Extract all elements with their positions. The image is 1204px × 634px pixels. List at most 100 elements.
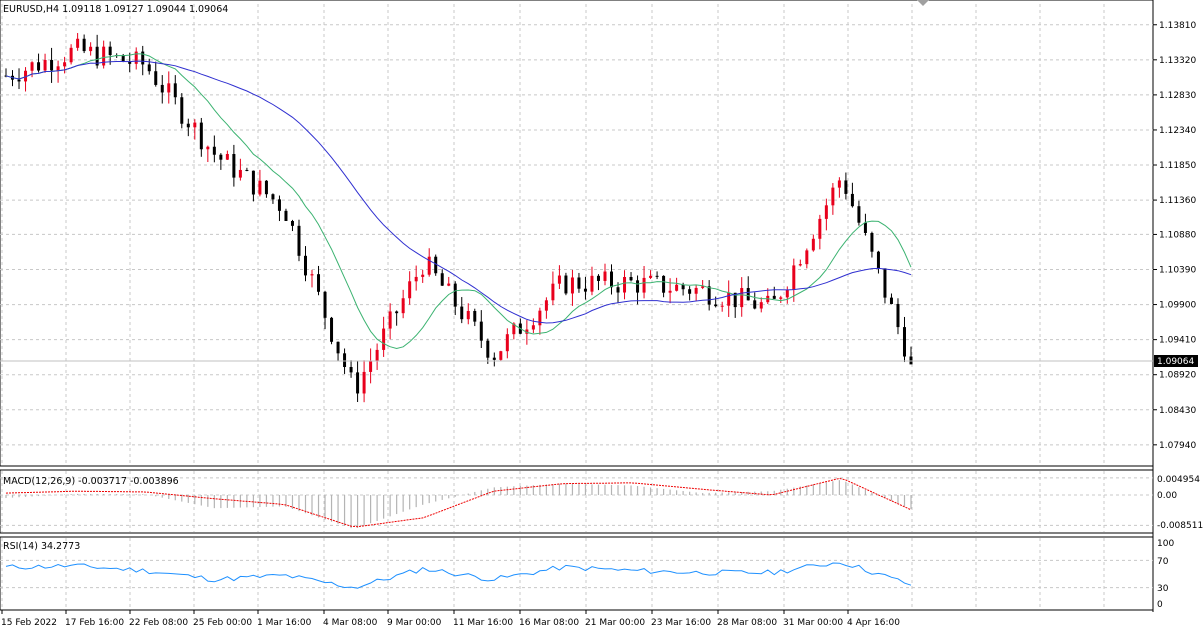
candle-body xyxy=(701,286,705,288)
candle-body xyxy=(772,295,776,299)
candle-body xyxy=(557,275,561,284)
candle-body xyxy=(779,297,783,299)
candle-body xyxy=(50,59,54,71)
candle-body xyxy=(603,271,607,281)
candle-body xyxy=(121,55,125,62)
rsi-label: RSI(14) 34.2773 xyxy=(3,541,80,552)
candle-body xyxy=(583,288,587,292)
candle-body xyxy=(245,169,249,171)
candle-body xyxy=(727,292,731,306)
symbol-header: EURUSD,H4 1.09118 1.09127 1.09044 1.0906… xyxy=(3,4,228,15)
candle-body xyxy=(290,220,294,226)
rsi-axis-70: 70 xyxy=(1157,557,1169,567)
candle-body xyxy=(17,79,21,82)
candle-body xyxy=(883,268,887,298)
time-axis-label: 16 Mar 08:00 xyxy=(519,618,579,628)
candle-body xyxy=(681,284,685,290)
candle-body xyxy=(232,154,236,178)
price-axis-label: 1.12830 xyxy=(1159,91,1196,101)
price-axis-label: 1.13810 xyxy=(1159,21,1196,31)
price-axis-label: 1.12340 xyxy=(1159,126,1196,136)
candle-body xyxy=(167,83,171,93)
price-axis-label: 1.08430 xyxy=(1159,406,1196,416)
candle-body xyxy=(733,292,737,308)
candlesticks xyxy=(4,33,913,403)
candle-body xyxy=(56,66,60,71)
time-axis: 15 Feb 2022 17 Feb 16:00 22 Feb 08:00 25 Fe… xyxy=(1,610,900,628)
candle-body xyxy=(154,71,158,85)
candle-body xyxy=(434,256,438,274)
candle-body xyxy=(694,287,698,294)
candle-body xyxy=(128,61,132,64)
price-axis-label: 1.09410 xyxy=(1159,336,1196,346)
candle-body xyxy=(668,290,672,293)
candle-body xyxy=(896,303,900,328)
candle-body xyxy=(186,123,190,128)
candle-body xyxy=(356,372,360,394)
macd-axis-top: 0.004954 xyxy=(1157,475,1200,485)
candle-body xyxy=(160,84,164,93)
rsi-axis-30: 30 xyxy=(1157,584,1169,594)
time-axis-label: 28 Mar 08:00 xyxy=(717,618,777,628)
candle-body xyxy=(310,274,314,276)
candle-body xyxy=(714,304,718,307)
candle-body xyxy=(818,218,822,239)
candle-body xyxy=(264,180,268,195)
candle-body xyxy=(623,277,627,293)
rsi-axis-0: 0 xyxy=(1157,600,1163,610)
candle-body xyxy=(466,310,470,320)
candle-body xyxy=(369,360,373,372)
candle-body xyxy=(610,271,614,288)
price-axis-label: 1.13320 xyxy=(1159,56,1196,66)
time-axis-label: 21 Mar 00:00 xyxy=(585,618,645,628)
time-axis-label: 1 Mar 16:00 xyxy=(257,618,312,628)
candle-body xyxy=(857,206,861,223)
price-axis-label: 1.11850 xyxy=(1159,161,1196,171)
candle-body xyxy=(95,46,99,66)
candle-body xyxy=(37,62,41,71)
candle-body xyxy=(382,328,386,350)
time-axis-label: 11 Mar 16:00 xyxy=(453,618,513,628)
candle-body xyxy=(395,311,399,314)
candle-body xyxy=(551,283,555,301)
candle-body xyxy=(629,277,633,281)
candle-body xyxy=(453,283,457,307)
time-axis-label: 31 Mar 00:00 xyxy=(783,618,843,628)
candle-body xyxy=(447,283,451,286)
candle-body xyxy=(590,275,594,292)
price-axis-label: 1.10880 xyxy=(1159,230,1196,240)
candle-body xyxy=(193,122,197,128)
chart-shift-marker[interactable] xyxy=(917,0,929,6)
candle-body xyxy=(147,64,151,72)
candle-body xyxy=(525,329,529,334)
macd-label: MACD(12,26,9) -0.003717 -0.003896 xyxy=(3,476,179,487)
candle-body xyxy=(206,146,210,150)
candle-body xyxy=(24,70,28,82)
candle-body xyxy=(876,251,880,269)
candle-body xyxy=(251,170,255,195)
candle-body xyxy=(636,280,640,293)
macd-axis-zero: 0.00 xyxy=(1157,491,1177,501)
candle-body xyxy=(837,180,841,188)
candle-body xyxy=(492,357,496,360)
time-axis-label: 22 Feb 08:00 xyxy=(129,618,188,628)
candle-body xyxy=(792,265,796,290)
candle-body xyxy=(863,222,867,233)
candle-body xyxy=(414,276,418,282)
candle-body xyxy=(219,154,223,160)
candle-body xyxy=(173,83,177,98)
price-axis-label: 1.09900 xyxy=(1159,301,1196,311)
candle-body xyxy=(785,289,789,298)
price-axis: 1.13810 1.13320 1.12830 1.12340 1.11850 1.113… xyxy=(1153,21,1196,451)
price-axis-label: 1.10390 xyxy=(1159,265,1196,275)
candle-body xyxy=(199,122,203,150)
candle-body xyxy=(401,298,405,314)
moving-averages xyxy=(5,53,912,350)
candle-body xyxy=(831,187,835,206)
candle-body xyxy=(850,193,854,207)
candle-body xyxy=(577,277,581,289)
candle-body xyxy=(596,275,600,281)
time-axis-label: 15 Feb 2022 xyxy=(1,618,57,628)
candle-body xyxy=(89,46,93,52)
